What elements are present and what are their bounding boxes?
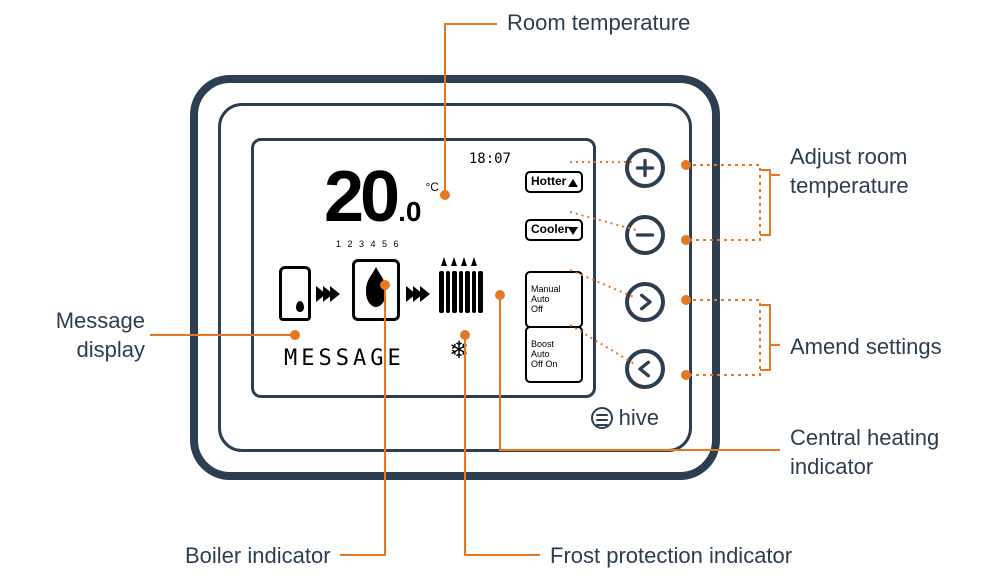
snowflake-icon: ❄ — [449, 336, 469, 365]
hive-icon — [591, 407, 613, 429]
next-button[interactable] — [625, 282, 665, 322]
soft-button-cooler-label: Cooler — [531, 222, 569, 236]
chevron-left-icon — [635, 359, 655, 379]
triangle-right-icon — [568, 350, 578, 360]
triangle-right-icon — [568, 295, 578, 305]
radiator-icon — [439, 271, 483, 319]
chevron-right-icon — [635, 292, 655, 312]
label-room-temperature: Room temperature — [507, 9, 690, 38]
triangle-down-icon — [568, 227, 578, 235]
label-amend-settings: Amend settings — [790, 333, 942, 362]
boiler-flame-icon — [352, 259, 400, 321]
thermostat-device: 18:07 20 .0 °C 1 2 3 4 5 6 Hotter Cooler… — [190, 75, 720, 480]
temperature-whole: 20 — [324, 156, 396, 238]
plus-button[interactable] — [625, 148, 665, 188]
clock-readout: 18:07 — [469, 151, 511, 167]
flow-arrows-icon — [406, 286, 427, 302]
device-bezel: 18:07 20 .0 °C 1 2 3 4 5 6 Hotter Cooler… — [218, 103, 692, 452]
message-display-text: MESSAGE — [284, 346, 405, 371]
plus-icon — [635, 158, 655, 178]
brand-logo: hive — [591, 405, 659, 431]
triangle-up-icon — [568, 179, 578, 187]
flow-arrows-icon — [316, 286, 337, 302]
soft-button-mode: Manual Auto Off — [525, 271, 583, 328]
soft-button-cooler: Cooler — [525, 219, 583, 241]
label-central-heating-indicator: Central heating indicator — [790, 424, 939, 481]
prev-button[interactable] — [625, 349, 665, 389]
temperature-decimal: .0 — [398, 196, 421, 228]
temperature-unit: °C — [425, 180, 438, 194]
brand-text: hive — [619, 405, 659, 431]
soft-button-mode-label: Manual Auto Off — [531, 284, 561, 314]
soft-button-hotter: Hotter — [525, 171, 583, 193]
soft-button-hotter-label: Hotter — [531, 174, 566, 188]
label-frost-protection-indicator: Frost protection indicator — [550, 542, 792, 571]
soft-button-boost: Boost Auto Off On — [525, 326, 583, 383]
label-adjust-temperature: Adjust room temperature — [790, 143, 909, 200]
soft-button-boost-label: Boost Auto Off On — [531, 339, 557, 369]
label-boiler-indicator: Boiler indicator — [185, 542, 331, 571]
lcd-screen: 18:07 20 .0 °C 1 2 3 4 5 6 Hotter Cooler… — [251, 138, 596, 398]
hot-water-tank-icon — [279, 266, 311, 321]
label-message-display: Message display — [25, 307, 145, 364]
temperature-readout: 20 .0 °C — [324, 156, 439, 238]
schedule-index-digits: 1 2 3 4 5 6 — [336, 239, 401, 249]
minus-icon — [635, 225, 655, 245]
minus-button[interactable] — [625, 215, 665, 255]
